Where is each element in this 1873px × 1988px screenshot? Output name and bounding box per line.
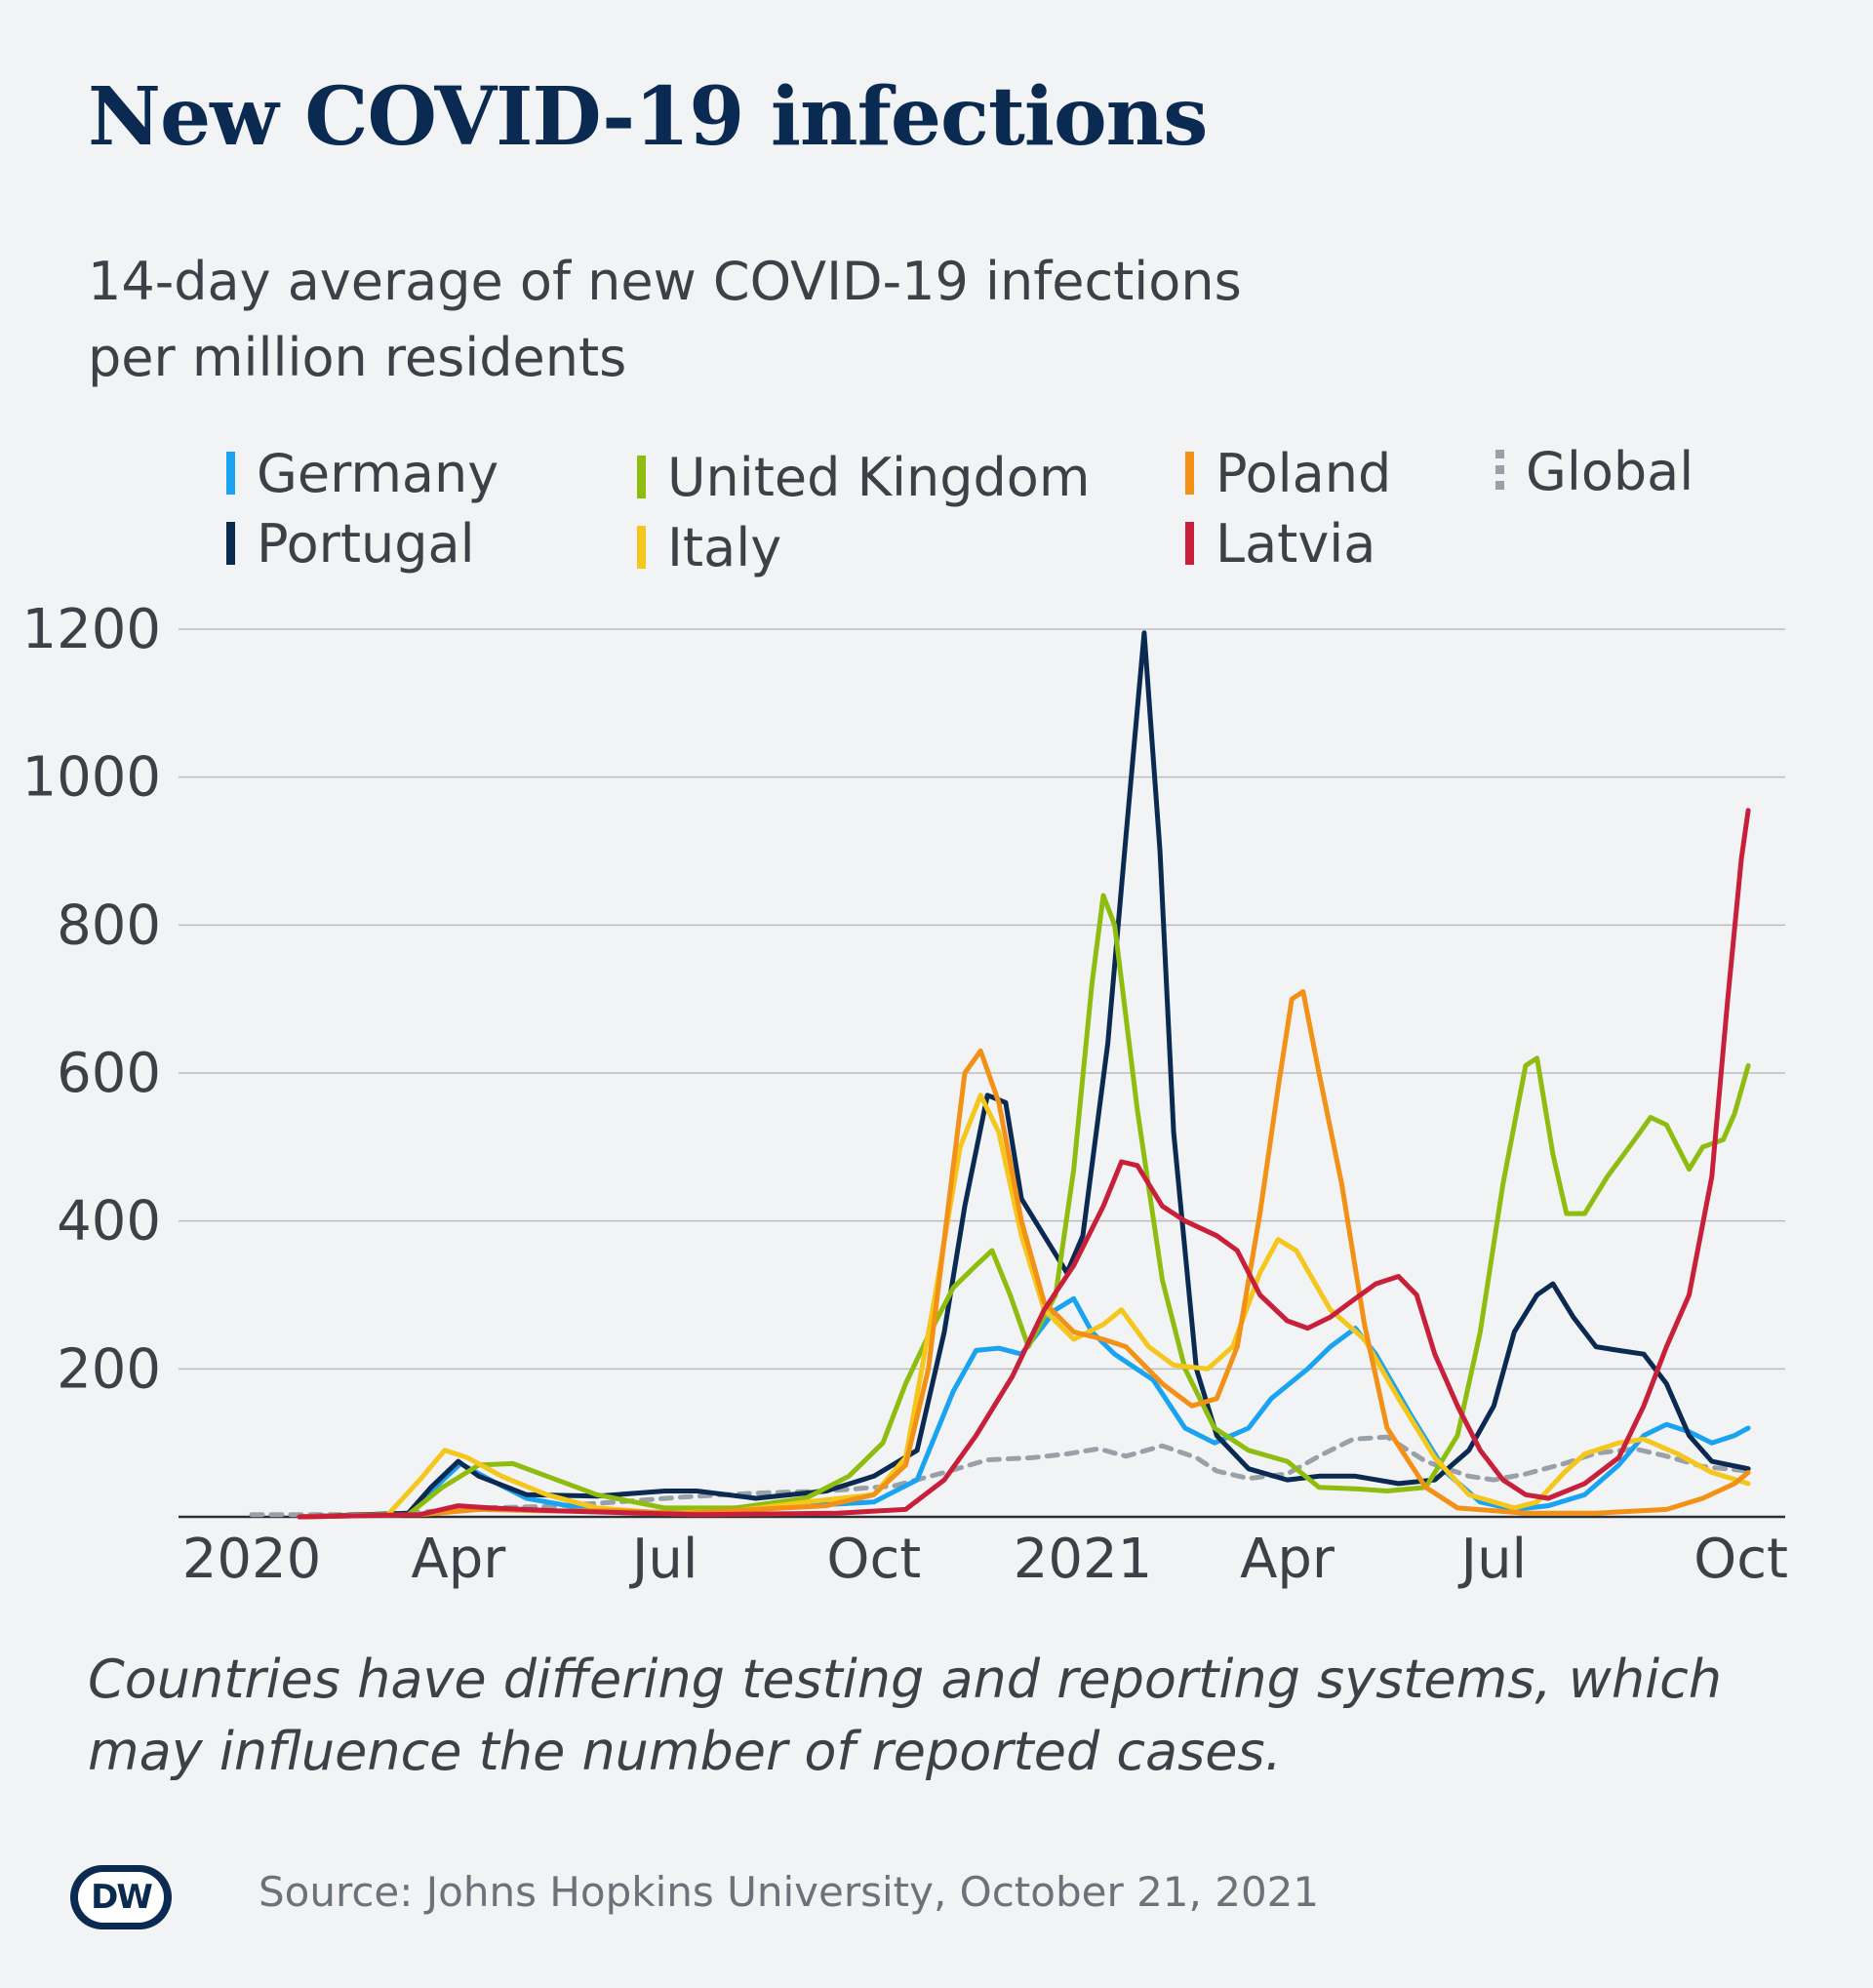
x-tick-label: Oct <box>1694 1528 1788 1591</box>
legend-swatch-global <box>1495 450 1504 493</box>
footnote-line-2: may influence the number of reported cas… <box>88 1721 1282 1782</box>
line-chart: 200 400 600 800 1000 1200 2020 Apr Jul Oct 2021 Apr… <box>21 598 1788 1591</box>
y-tick-label: 600 <box>57 1042 161 1105</box>
legend-item-germany: Germany <box>226 439 498 507</box>
legend-label-germany: Germany <box>257 442 499 504</box>
series-line-portugal <box>297 630 1751 1520</box>
y-tick-label: 400 <box>57 1190 161 1253</box>
legend-swatch-poland <box>1185 452 1194 495</box>
chart-title: New COVID-19 infections <box>88 70 1208 164</box>
subtitle-line-2: per million residents <box>88 327 627 388</box>
legend-label-global: Global <box>1526 440 1694 502</box>
series-line-poland <box>297 989 1751 1520</box>
x-tick-label: Apr <box>1240 1528 1335 1591</box>
footnote-line-1: Countries have differing testing and rep… <box>88 1649 1723 1710</box>
legend-label-poland: Poland <box>1215 442 1392 504</box>
subtitle-line-1: 14-day average of new COVID-19 infection… <box>88 251 1242 312</box>
x-tick-label: Apr <box>411 1528 506 1591</box>
legend-swatch-latvia <box>1185 522 1194 565</box>
y-tick-label: 1000 <box>21 746 161 810</box>
legend-label-italy: Italy <box>667 516 782 578</box>
y-tick-label: 1200 <box>21 598 161 661</box>
dw-logo: DW <box>70 1865 172 1929</box>
chart-footnote: Countries have differing testing and rep… <box>88 1644 1805 1788</box>
x-tick-label: Jul <box>629 1528 698 1591</box>
legend-swatch-germany <box>226 452 235 495</box>
x-tick-label: 2021 <box>1014 1528 1153 1591</box>
legend-label-portugal: Portugal <box>257 512 475 575</box>
y-tick-label: 800 <box>57 894 161 957</box>
series-line-united-kingdom <box>297 893 1751 1520</box>
legend-label-united-kingdom: United Kingdom <box>667 446 1091 508</box>
series-line-global <box>249 1434 1751 1518</box>
x-tick-label: Jul <box>1458 1528 1528 1591</box>
legend-item-global: Global <box>1495 437 1694 505</box>
x-tick-label: Oct <box>826 1528 921 1591</box>
legend-item-italy: Italy <box>637 513 781 581</box>
legend-item-poland: Poland <box>1185 439 1391 507</box>
legend-item-united-kingdom: United Kingdom <box>637 443 1090 511</box>
x-tick-label: 2020 <box>182 1528 322 1591</box>
legend-swatch-united-kingdom <box>637 456 646 498</box>
dw-logo-text: DW <box>78 1872 164 1923</box>
series-line-italy <box>297 1093 1751 1520</box>
series-line-latvia <box>297 808 1751 1520</box>
legend-item-portugal: Portugal <box>226 509 475 577</box>
y-tick-label: 200 <box>57 1337 161 1401</box>
chart-subtitle: 14-day average of new COVID-19 infection… <box>88 244 1551 396</box>
legend-swatch-portugal <box>226 522 235 565</box>
source-note: Source: Johns Hopkins University, Octobe… <box>259 1868 1320 1916</box>
legend-swatch-italy <box>637 526 646 569</box>
legend-label-latvia: Latvia <box>1215 512 1376 575</box>
legend-item-latvia: Latvia <box>1185 509 1375 577</box>
